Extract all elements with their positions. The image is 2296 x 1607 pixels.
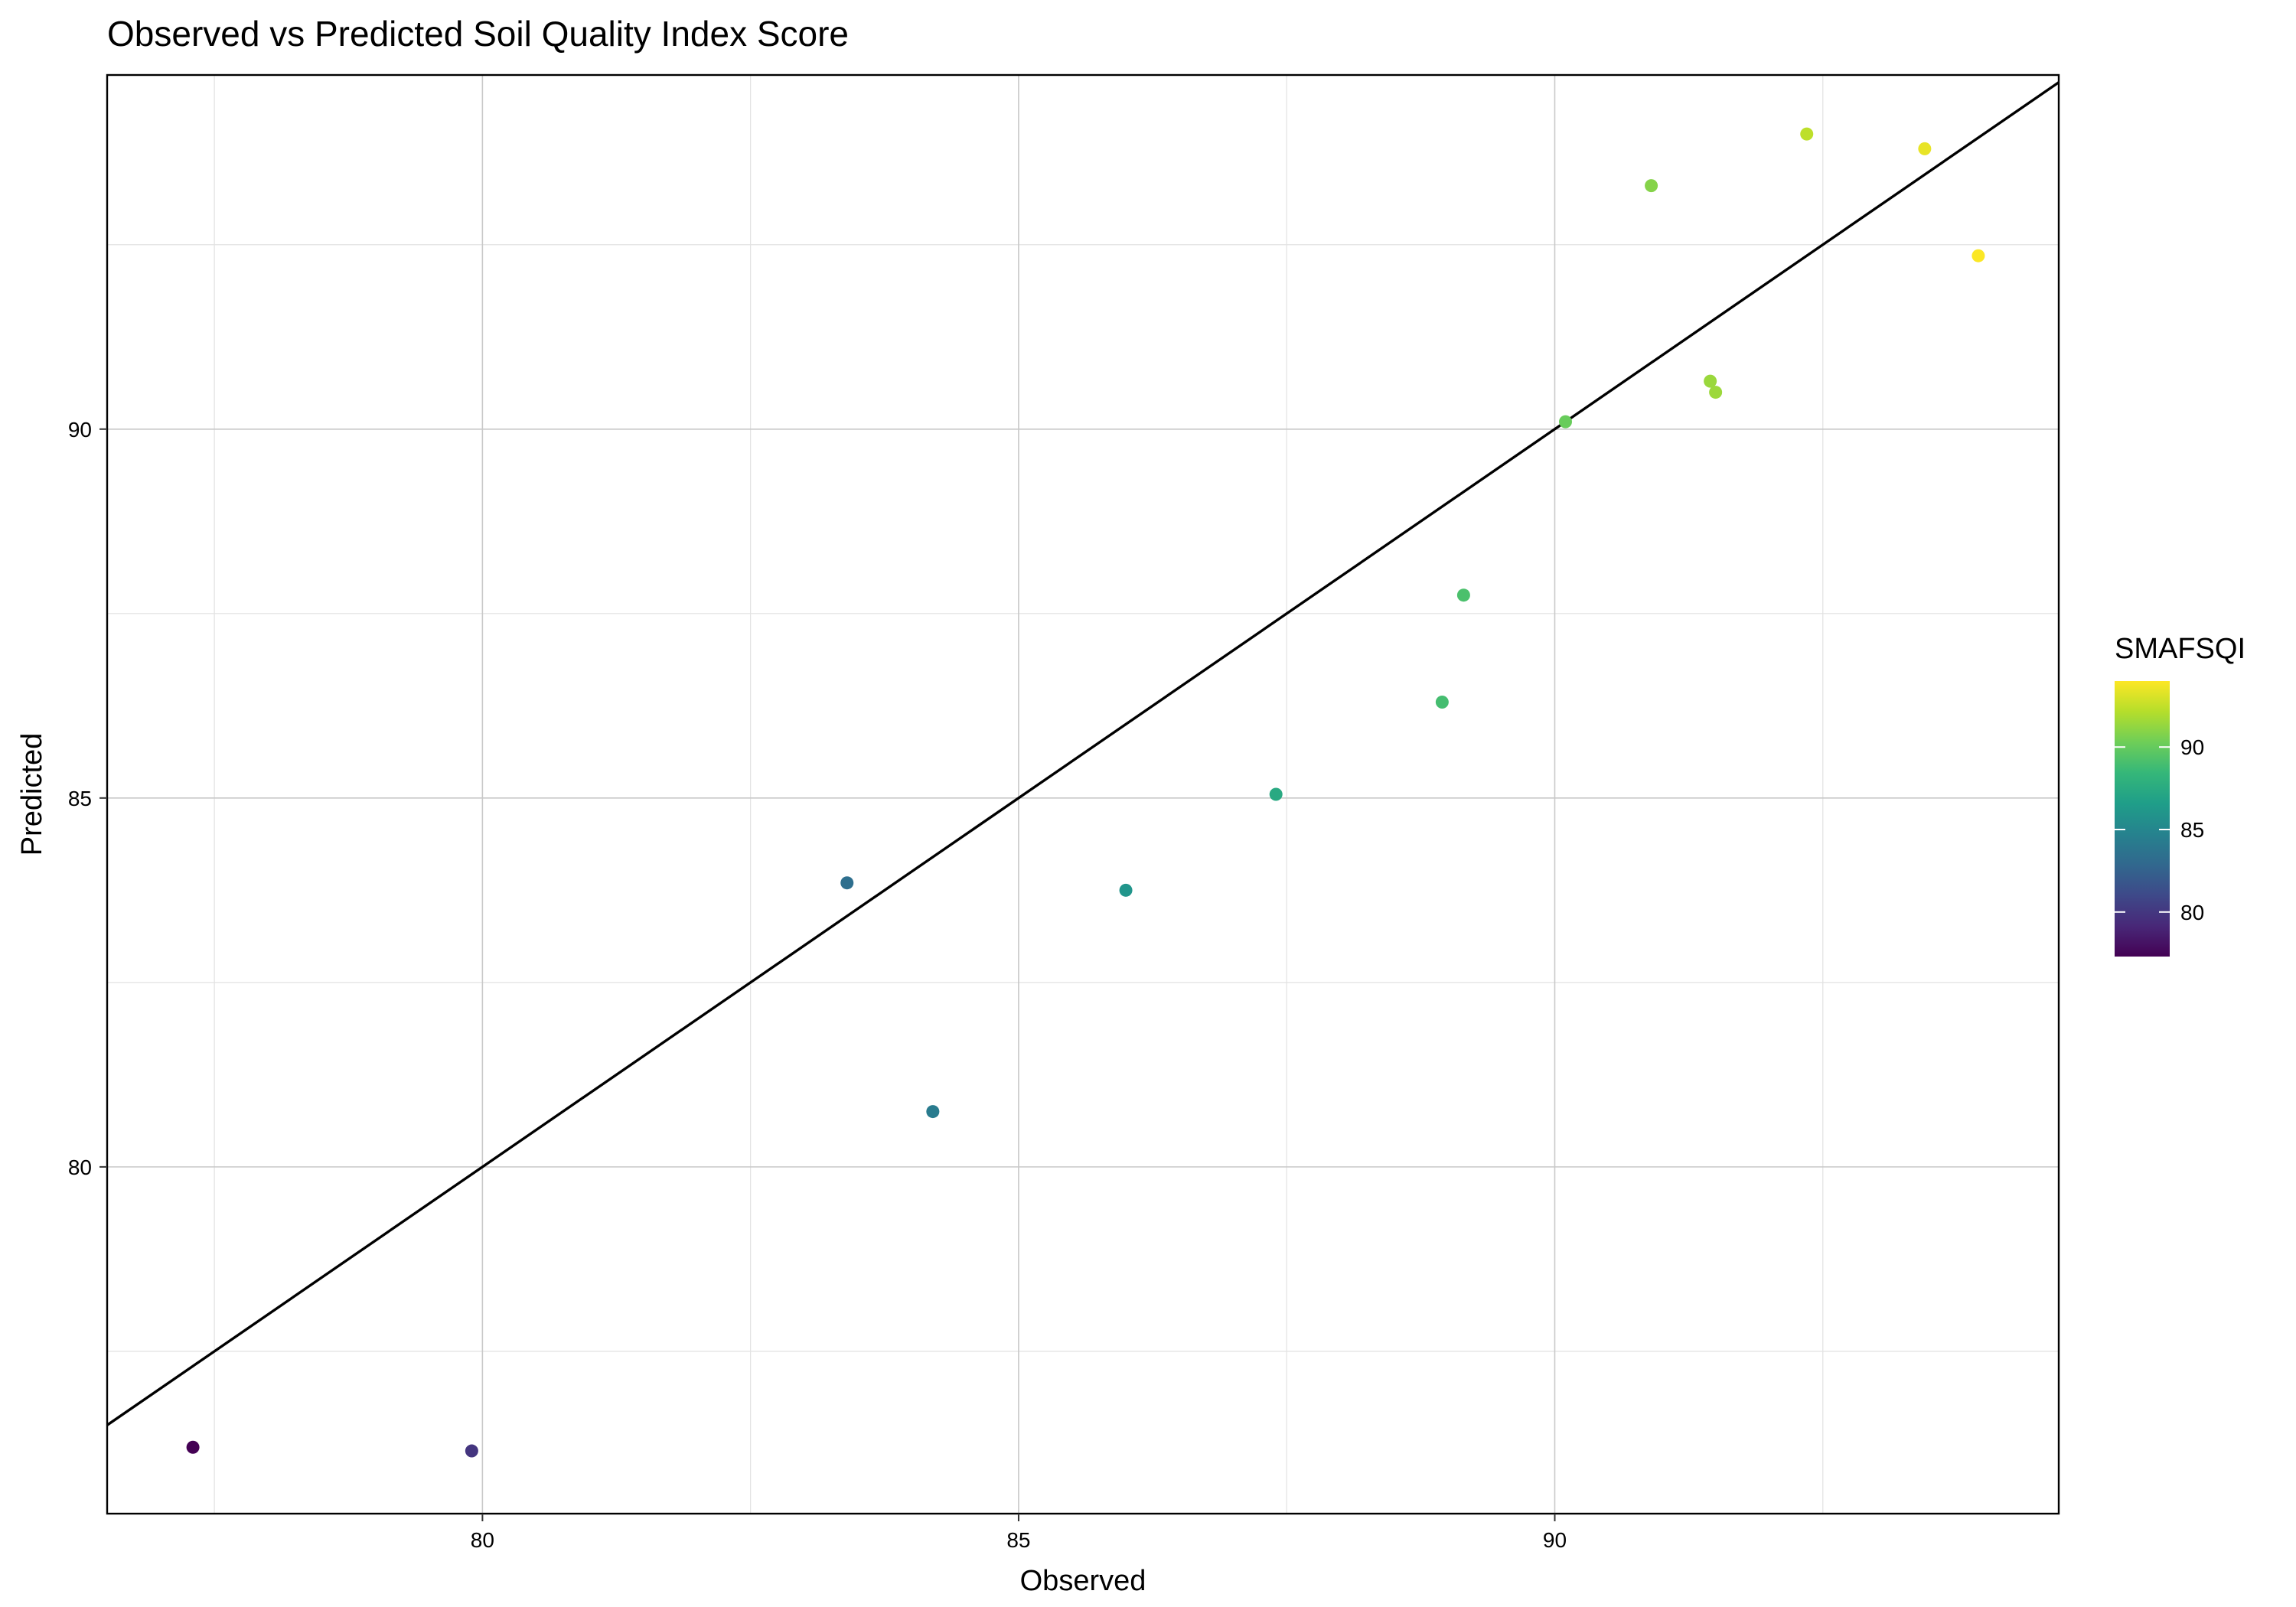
data-point [1558, 415, 1572, 429]
x-tick-label: 85 [1006, 1528, 1030, 1552]
grid [107, 75, 2059, 1514]
data-point [1971, 249, 1985, 262]
x-axis-ticks: 80 85 90 [471, 1514, 1567, 1552]
chart-title: Observed vs Predicted Soil Quality Index… [107, 14, 849, 54]
x-axis-title: Observed [1020, 1565, 1146, 1597]
identity-line-layer [106, 81, 2060, 1426]
data-point [1269, 787, 1283, 801]
legend-tick-label: 80 [2180, 901, 2204, 924]
plot-panel-border [106, 73, 2060, 1515]
legend-ticks: 80 85 90 [2115, 735, 2204, 924]
data-point [926, 1105, 940, 1119]
legend-title: SMAFSQI [2115, 633, 2245, 665]
data-points [186, 127, 1985, 1458]
y-axis-title: Predicted [16, 733, 48, 856]
legend-tick-label: 90 [2180, 735, 2204, 759]
identity-line [106, 81, 2060, 1426]
data-point [840, 876, 854, 890]
data-point [1435, 695, 1449, 709]
data-point [1645, 179, 1658, 193]
x-tick-label: 80 [471, 1528, 494, 1552]
data-point [1709, 386, 1723, 399]
data-point [186, 1440, 200, 1454]
legend-tick-label: 85 [2180, 818, 2204, 842]
data-point [1800, 127, 1814, 141]
x-tick-label: 90 [1543, 1528, 1567, 1552]
data-point [1456, 588, 1470, 602]
y-tick-label: 90 [68, 418, 92, 442]
y-axis-ticks: 80 85 90 [68, 418, 107, 1179]
legend-colorbar [2115, 681, 2170, 957]
data-point [1918, 142, 1932, 155]
color-legend: SMAFSQI 80 85 90 [2115, 633, 2245, 957]
data-point [1119, 883, 1133, 897]
data-point [1704, 374, 1717, 388]
data-point [465, 1444, 478, 1458]
y-tick-label: 80 [68, 1156, 92, 1179]
y-tick-label: 85 [68, 787, 92, 810]
